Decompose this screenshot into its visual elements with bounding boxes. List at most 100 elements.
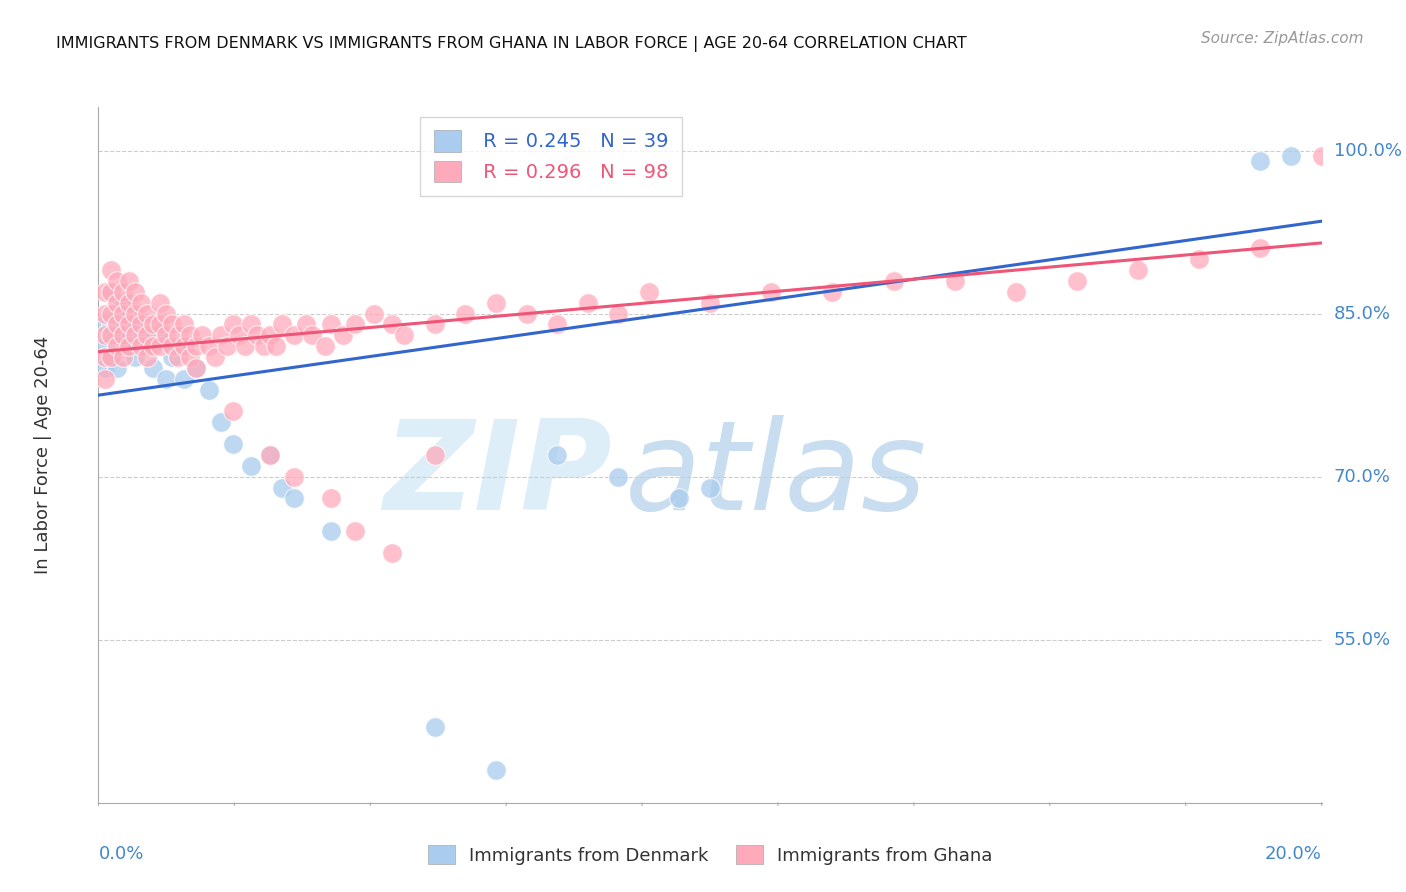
Point [100, 350, 122, 364]
Point [111, 328, 134, 343]
Point [93, 372, 115, 386]
Point [124, 328, 146, 343]
Point [118, 307, 141, 321]
Point [173, 339, 195, 353]
Point [546, 448, 568, 462]
Point [100, 328, 122, 343]
Text: 70.0%: 70.0% [1334, 467, 1391, 485]
Point [179, 350, 201, 364]
Point [136, 339, 159, 353]
Text: 20.0%: 20.0% [1265, 845, 1322, 863]
Point [607, 307, 630, 321]
Point [259, 448, 281, 462]
Legend: Immigrants from Denmark, Immigrants from Ghana: Immigrants from Denmark, Immigrants from… [419, 837, 1001, 874]
Point [197, 383, 219, 397]
Point [93, 318, 115, 332]
Point [222, 318, 245, 332]
Point [105, 339, 128, 353]
Point [363, 307, 385, 321]
Point [105, 274, 128, 288]
Text: 85.0%: 85.0% [1334, 304, 1391, 323]
Point [259, 328, 281, 343]
Point [215, 339, 238, 353]
Point [179, 328, 201, 343]
Point [821, 285, 844, 299]
Point [142, 361, 165, 376]
Point [186, 361, 208, 376]
Point [1066, 274, 1088, 288]
Point [118, 339, 141, 353]
Point [546, 318, 568, 332]
Text: ZIP: ZIP [384, 416, 612, 536]
Point [142, 339, 165, 353]
Point [485, 763, 508, 777]
Text: atlas: atlas [624, 416, 927, 536]
Point [637, 285, 661, 299]
Point [105, 318, 128, 332]
Point [111, 285, 134, 299]
Point [1310, 149, 1333, 163]
Point [124, 307, 146, 321]
Point [668, 491, 690, 506]
Point [1128, 263, 1150, 277]
Point [111, 328, 134, 343]
Point [332, 328, 354, 343]
Point [149, 339, 172, 353]
Point [222, 404, 245, 418]
Point [129, 318, 152, 332]
Point [186, 339, 208, 353]
Point [160, 318, 183, 332]
Point [191, 328, 214, 343]
Point [209, 415, 232, 429]
Point [136, 328, 159, 343]
Point [111, 295, 134, 310]
Point [314, 339, 336, 353]
Text: 100.0%: 100.0% [1334, 142, 1402, 160]
Point [252, 339, 274, 353]
Point [186, 361, 208, 376]
Point [124, 350, 146, 364]
Point [160, 339, 183, 353]
Point [100, 285, 122, 299]
Point [149, 328, 172, 343]
Point [136, 307, 159, 321]
Point [149, 295, 172, 310]
Point [485, 295, 508, 310]
Point [240, 318, 263, 332]
Point [124, 285, 146, 299]
Point [93, 307, 115, 321]
Point [111, 350, 134, 364]
Point [344, 318, 367, 332]
Point [160, 350, 183, 364]
Point [381, 318, 404, 332]
Point [1279, 149, 1302, 163]
Point [118, 274, 141, 288]
Point [93, 361, 115, 376]
Point [93, 285, 115, 299]
Point [576, 295, 599, 310]
Text: In Labor Force | Age 20-64: In Labor Force | Age 20-64 [34, 335, 52, 574]
Point [204, 350, 226, 364]
Point [124, 318, 146, 332]
Point [319, 524, 342, 538]
Point [149, 318, 172, 332]
Point [118, 339, 141, 353]
Point [222, 437, 245, 451]
Point [155, 328, 177, 343]
Point [423, 318, 446, 332]
Text: IMMIGRANTS FROM DENMARK VS IMMIGRANTS FROM GHANA IN LABOR FORCE | AGE 20-64 CORR: IMMIGRANTS FROM DENMARK VS IMMIGRANTS FR… [56, 36, 967, 52]
Point [516, 307, 538, 321]
Point [93, 339, 115, 353]
Point [1249, 241, 1271, 255]
Point [699, 295, 721, 310]
Point [105, 328, 128, 343]
Point [129, 339, 152, 353]
Text: Source: ZipAtlas.com: Source: ZipAtlas.com [1201, 31, 1364, 46]
Point [93, 350, 115, 364]
Point [228, 328, 250, 343]
Point [283, 328, 305, 343]
Point [105, 295, 128, 310]
Point [264, 339, 287, 353]
Point [283, 491, 305, 506]
Point [423, 720, 446, 734]
